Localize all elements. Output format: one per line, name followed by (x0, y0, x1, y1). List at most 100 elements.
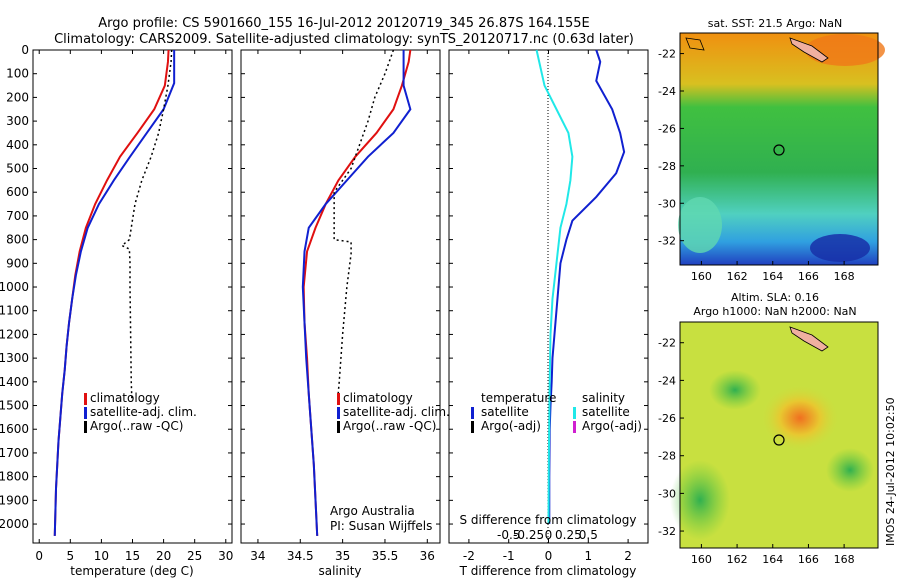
s-diff-tick-label: 0.5 (579, 528, 598, 542)
map-x-tick-label: 166 (798, 270, 819, 283)
temperature-x-axis: 0 5 10 15 20 25 30 (35, 50, 233, 563)
map-x-tick-label: 160 (691, 270, 712, 283)
credits-line1: Argo Australia (330, 504, 415, 518)
legend-label-t-argo: Argo(-adj) (481, 419, 541, 433)
x-tick-label: 2 (624, 549, 632, 563)
argo-float-marker (773, 144, 785, 156)
x-tick-label: 34.5 (287, 549, 314, 563)
difference-panel: -2 -1 0 1 2 -0.5-0.25 0 0.250.5 T difference fr… (448, 49, 649, 578)
new-caledonia-landmass (789, 326, 829, 352)
legend-label-satellite: satellite-adj. clim. (343, 405, 450, 419)
series-line-climatology (53, 49, 170, 536)
map-y-tick-label: -32 (658, 525, 676, 538)
legend-swatch-argo (337, 421, 340, 433)
map-y-tick-label: -24 (658, 374, 676, 387)
salinity-plot-frame (240, 49, 441, 544)
legend-swatch-t-satellite (471, 407, 474, 419)
argo-float-marker (773, 434, 785, 446)
salinity-panel: 34 34.5 35 35.5 36 salinity climatology sate… (240, 49, 450, 578)
sla-map-frame (679, 321, 879, 549)
x-tick-label: 0 (35, 549, 43, 563)
y-tick-label: 400 (6, 138, 29, 152)
y-tick-label: 200 (6, 90, 29, 104)
map-y-tick-label: -28 (658, 160, 676, 173)
map-y-tick-label: -22 (658, 337, 676, 350)
depth-axis: 0 100 200 300 400 500 600 700 800 900 1000 1100 1200… (0, 43, 232, 531)
y-tick-label: 1100 (0, 304, 29, 318)
map-x-tick-label: 168 (834, 270, 855, 283)
x-tick-label: 30 (218, 549, 233, 563)
difference-x-axis: -2 -1 0 1 2 -0.5-0.25 0 0.250.5 (463, 50, 632, 563)
y-tick-label: 1000 (0, 280, 29, 294)
legend-label-argo: Argo(..raw -QC) (90, 419, 183, 433)
series-line-argo-raw-qc- (333, 49, 395, 401)
sla-low-anomaly-north (709, 370, 761, 410)
sla-map-axes: 160 162 164 166 168 -22 -24 -26 -28 -30 -32 (658, 337, 855, 566)
y-tick-label: 500 (6, 162, 29, 176)
legend-swatch-s-argo (573, 421, 576, 433)
y-tick-label: 2000 (0, 517, 29, 531)
map-x-tick-label: 162 (727, 553, 748, 566)
map-y-tick-label: -32 (658, 235, 676, 248)
y-tick-label: 700 (6, 209, 29, 223)
x-tick-label: 10 (94, 549, 109, 563)
x-tick-label: 34 (250, 549, 265, 563)
figure-title-line1: Argo profile: CS 5901660_155 16-Jul-2012… (98, 16, 589, 31)
legend-swatch-argo (84, 421, 87, 433)
series-line-satellite-adj-clim- (53, 50, 176, 536)
map-y-tick-label: -30 (658, 197, 676, 210)
map-x-tick-label: 166 (798, 553, 819, 566)
temperature-x-label: temperature (deg C) (70, 564, 193, 578)
credits-line2: PI: Susan Wijffels (330, 519, 432, 533)
series-line-salinity-satellite (535, 49, 574, 525)
legend-swatch-climatology (337, 393, 340, 405)
temperature-panel: 0100200300400500600700800900100011001200… (0, 43, 233, 578)
legend-header-temperature: temperature (481, 391, 556, 405)
s-diff-tick-label: -0.25 (513, 528, 544, 542)
legend-label-s-satellite: satellite (582, 405, 630, 419)
y-tick-label: 1300 (0, 351, 29, 365)
y-tick-label: 1200 (0, 327, 29, 341)
y-tick-label: 1400 (0, 375, 29, 389)
s-diff-tick-label: 0.25 (555, 528, 582, 542)
s-difference-label: S difference from climatology (460, 513, 637, 527)
x-tick-label: -1 (503, 549, 515, 563)
legend-swatch-t-argo (471, 421, 474, 433)
y-tick-label: 1600 (0, 422, 29, 436)
y-tick-label: 1900 (0, 493, 29, 507)
sst-map-frame (679, 32, 879, 266)
s-diff-tick-label: -0.5 (497, 528, 520, 542)
series-line-argo-raw-qc- (120, 49, 173, 401)
y-tick-label: 800 (6, 233, 29, 247)
map-x-tick-label: 164 (762, 553, 783, 566)
sst-map: sat. SST: 21.5 Argo: NaN 160 162 164 166 168… (658, 17, 885, 283)
x-tick-label: 35.5 (372, 549, 399, 563)
legend-label-argo: Argo(..raw -QC) (343, 419, 436, 433)
legend-swatch-satellite (84, 407, 87, 419)
coastline (685, 37, 705, 51)
map-x-tick-label: 164 (762, 270, 783, 283)
y-tick-label: 100 (6, 67, 29, 81)
y-tick-label: 0 (21, 43, 29, 57)
x-tick-label: 1 (584, 549, 592, 563)
sla-map-subtitle: Argo h1000: NaN h2000: NaN (693, 305, 856, 318)
temperature-profiles (53, 49, 176, 536)
map-x-tick-label: 162 (727, 270, 748, 283)
y-tick-label: 600 (6, 185, 29, 199)
new-caledonia-landmass (789, 37, 829, 63)
salinity-profiles (301, 49, 412, 536)
temperature-legend: climatology satellite-adj. clim. Argo(..… (84, 391, 197, 433)
x-tick-label: 5 (66, 549, 74, 563)
legend-swatch-s-satellite (573, 407, 576, 419)
legend-label-climatology: climatology (90, 391, 160, 405)
legend-header-salinity: salinity (582, 391, 625, 405)
map-y-tick-label: -26 (658, 122, 676, 135)
y-tick-label: 1700 (0, 446, 29, 460)
map-y-tick-label: -26 (658, 412, 676, 425)
sla-map-title: Altim. SLA: 0.16 (731, 291, 819, 304)
sla-high-anomaly (760, 384, 840, 452)
map-y-tick-label: -24 (658, 85, 676, 98)
sla-low-anomaly-east (826, 448, 874, 492)
y-tick-label: 300 (6, 114, 29, 128)
legend-label-satellite: satellite-adj. clim. (90, 405, 197, 419)
